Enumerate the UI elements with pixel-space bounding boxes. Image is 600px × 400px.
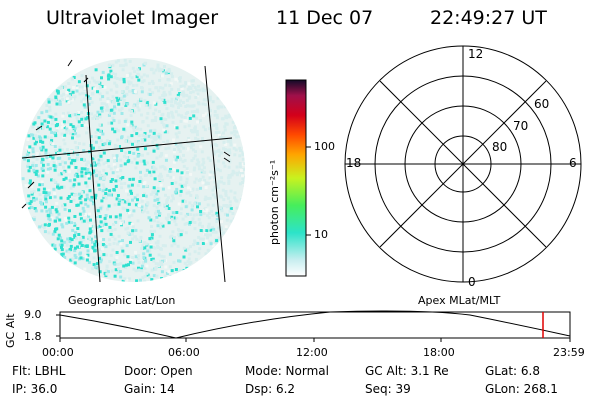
orbit-ylabel: GC Alt: [4, 313, 17, 348]
mlt-label-6: 6: [569, 156, 577, 170]
info-glat: GLat: 6.8: [485, 364, 540, 378]
colorbar-tick-100: 100: [314, 140, 335, 153]
info-ip: IP: 36.0: [12, 382, 58, 396]
lat-label-60: 60: [534, 97, 550, 111]
mlt-label-12: 12: [468, 47, 484, 61]
orbit-ytick-min: 1.8: [24, 330, 42, 343]
uv-image-disk: [21, 58, 245, 282]
info-flt: Flt: LBHL: [12, 364, 66, 378]
info-seq: Seq: 39: [365, 382, 411, 396]
caption-geographic: Geographic Lat/Lon: [68, 294, 176, 307]
colorbar-unit-label: photon cm⁻²s⁻¹: [268, 159, 281, 245]
orbit-xtick-0: 00:00: [42, 346, 74, 359]
polar-grid: [344, 45, 582, 283]
info-glon: GLon: 268.1: [485, 382, 558, 396]
geographic-grid: [21, 59, 233, 283]
orbit-xtick-3: 18:00: [423, 346, 455, 359]
orbit-xtick-4: 23:59: [553, 346, 585, 359]
orbit-ytick-max: 9.0: [24, 308, 42, 321]
orbit-xtick-1: 06:00: [168, 346, 200, 359]
image-time: 22:49:27 UT: [430, 7, 547, 29]
orbit-plot: [56, 310, 571, 342]
mlt-label-18: 18: [346, 156, 362, 170]
orbit-xtick-2: 12:00: [296, 346, 328, 359]
info-dsp: Dsp: 6.2: [245, 382, 296, 396]
colorbar-tick-10: 10: [314, 228, 328, 241]
image-date: 11 Dec 07: [276, 7, 374, 29]
caption-apex: Apex MLat/MLT: [418, 294, 501, 307]
info-gc-alt: GC Alt: 3.1 Re: [365, 364, 449, 378]
lat-label-80: 80: [492, 140, 508, 154]
colorbar: [285, 79, 311, 277]
lat-label-70: 70: [513, 119, 529, 133]
instrument-title: Ultraviolet Imager: [46, 7, 219, 29]
info-mode: Mode: Normal: [245, 364, 329, 378]
mlt-label-0: 0: [468, 275, 476, 289]
info-gain: Gain: 14: [124, 382, 175, 396]
info-door: Door: Open: [124, 364, 193, 378]
